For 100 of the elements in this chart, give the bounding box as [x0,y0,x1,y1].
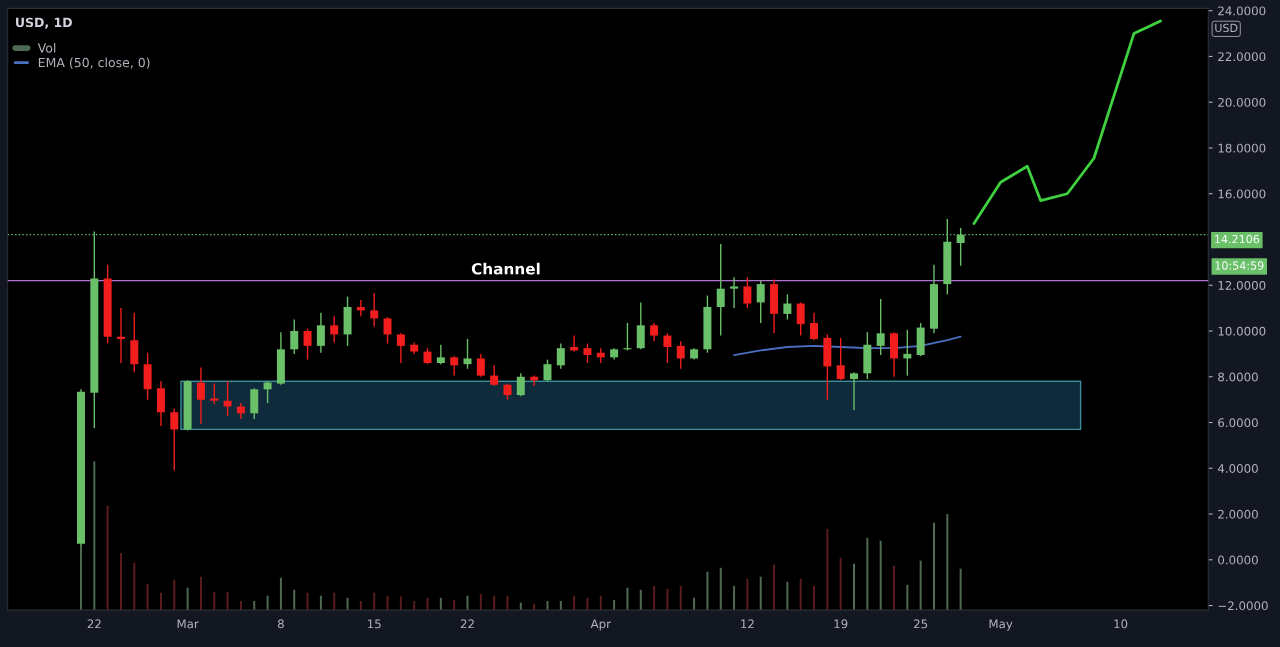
bar [879,540,882,611]
candlestick [170,408,179,472]
bar [573,595,576,611]
x-tick-label: 22 [87,619,101,629]
x-tick-label: 10 [1114,619,1128,629]
x-tick-label: 25 [914,619,928,629]
line-series [733,335,962,356]
y-tick-label: −2.0000 [1218,601,1268,611]
y-tick-label: 24.0000 [1218,6,1266,16]
bar [786,581,789,611]
bar [386,595,389,611]
bar [333,592,336,611]
candlestick [396,332,405,364]
x-tick-label: 8 [277,619,284,629]
candlestick [716,243,725,337]
candlestick [730,276,739,309]
bar [306,592,309,611]
bar [159,592,162,611]
legend-label: Vol [37,42,56,53]
candlestick [370,292,379,328]
bar [733,585,736,611]
bar [226,591,229,611]
bar [853,563,856,611]
candlestick [876,298,885,356]
bar [93,461,96,611]
x-tick-label: 22 [460,619,474,629]
bar [373,592,376,611]
bar [932,522,935,611]
candlestick [796,301,805,337]
candlestick [810,312,819,341]
bar [946,514,949,611]
bar [893,565,895,611]
y-tick-label: 2.0000 [1218,509,1258,519]
candlestick [330,315,339,344]
bar [719,567,722,611]
y-tick-label: 6.0000 [1218,418,1258,428]
x-tick-label: 19 [834,619,848,629]
line-series [972,19,1162,225]
bar [119,552,122,611]
candlestick [636,301,645,350]
candlestick [383,316,392,345]
bar [213,591,216,611]
bar [906,584,909,611]
candlestick [836,337,845,381]
text: USD, 1D [16,17,72,29]
y-tick-label: 18.0000 [1218,143,1266,153]
x-tick-label: Apr [590,619,611,631]
x-tick-label: Mar [177,619,199,629]
bar [666,588,669,611]
candlestick [583,342,592,364]
y-tick-label: 10.0000 [1218,326,1266,336]
x-tick-label: May [989,619,1013,631]
bar [653,585,656,611]
bar [266,595,269,611]
candlestick [436,344,445,365]
candlestick [210,382,219,405]
y-tick-label: 22.0000 [1218,52,1266,62]
candlestick [756,279,765,324]
bar [959,568,962,611]
text: 10:54:59 [1215,261,1264,270]
bar [133,562,136,611]
candlestick [490,364,499,387]
bar [199,576,202,611]
bar [679,585,682,611]
candlestick [850,371,859,411]
bar [479,594,482,611]
bar [799,578,802,611]
candlestick [196,366,205,425]
ref-line-label: 14.2106 [1215,234,1260,244]
candlestick [676,340,685,370]
x-tick-label: 12 [741,619,754,629]
bar [626,587,629,611]
bar [186,587,189,611]
bar [173,579,176,611]
candlestick [543,358,552,383]
candlestick [463,338,472,370]
x-tick-label: 15 [367,619,381,629]
bar [319,595,322,611]
y-tick-label: 8.0000 [1218,372,1258,382]
candlestick [743,276,752,309]
bar [399,596,402,611]
bar [839,557,842,611]
legend-label: EMA (50, close, 0) [38,57,150,69]
candlestick [476,353,485,378]
candlestick [316,312,325,354]
bar [746,578,749,611]
candlestick [303,328,312,361]
bar [706,571,709,611]
candlestick [223,380,232,417]
bar [813,585,816,611]
bar [293,589,296,611]
candlestick [650,322,659,342]
y-tick-label: 16.0000 [1218,189,1266,199]
candlestick [450,355,459,377]
y-tick-label: 4.0000 [1217,464,1258,473]
y-tick-label: 0.0000 [1218,555,1258,565]
y-tick-label: 12.0000 [1218,280,1266,290]
annotation: Channel [471,262,540,275]
bar [599,595,602,611]
bar [759,576,762,611]
